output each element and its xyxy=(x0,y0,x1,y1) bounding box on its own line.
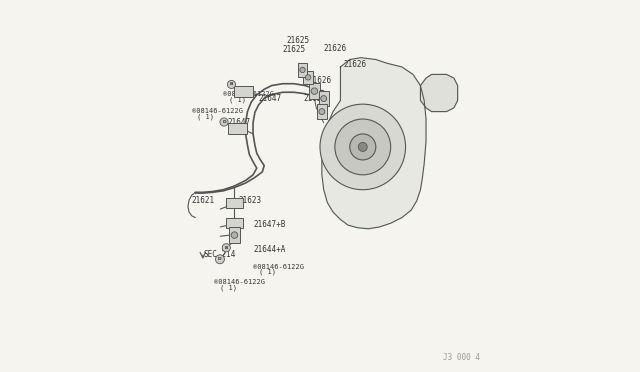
Text: B: B xyxy=(225,246,228,250)
Circle shape xyxy=(227,80,236,89)
Bar xyxy=(303,71,313,84)
Text: ( 1): ( 1) xyxy=(229,96,246,103)
Text: ( 1): ( 1) xyxy=(220,284,237,291)
Text: ®08146-6122G: ®08146-6122G xyxy=(191,109,243,115)
Circle shape xyxy=(335,119,390,175)
Bar xyxy=(228,227,240,243)
Bar xyxy=(317,104,327,119)
Text: 21623: 21623 xyxy=(239,196,262,205)
Text: D: D xyxy=(222,120,226,124)
Circle shape xyxy=(349,134,376,160)
Circle shape xyxy=(300,67,305,73)
Text: B: B xyxy=(230,83,233,86)
Circle shape xyxy=(216,255,225,264)
Text: 21647+B: 21647+B xyxy=(254,220,286,229)
Circle shape xyxy=(220,118,228,126)
Text: D: D xyxy=(218,257,221,261)
Bar xyxy=(319,91,329,106)
Text: ( 1): ( 1) xyxy=(197,114,214,120)
Circle shape xyxy=(321,96,326,102)
Polygon shape xyxy=(322,58,426,229)
Text: ®08146-6122G: ®08146-6122G xyxy=(214,279,265,285)
Circle shape xyxy=(358,142,367,151)
Text: 21621: 21621 xyxy=(191,196,215,205)
Bar xyxy=(228,123,246,134)
Text: ( 1): ( 1) xyxy=(259,269,276,275)
Text: ®08146-6122G: ®08146-6122G xyxy=(223,91,275,97)
Bar xyxy=(308,83,320,99)
Text: 21644+A: 21644+A xyxy=(254,245,286,254)
Bar xyxy=(227,198,243,208)
Bar xyxy=(227,218,243,228)
Bar xyxy=(298,63,307,77)
Text: SEC.214: SEC.214 xyxy=(204,250,236,259)
Text: 21647: 21647 xyxy=(227,118,250,126)
Text: 21647: 21647 xyxy=(259,94,282,103)
Text: 21625: 21625 xyxy=(282,45,305,54)
Text: ®08146-6122G: ®08146-6122G xyxy=(253,264,304,270)
Text: 21625: 21625 xyxy=(286,36,309,45)
Circle shape xyxy=(319,109,325,115)
Polygon shape xyxy=(420,74,458,112)
Circle shape xyxy=(311,88,317,94)
Text: 21626: 21626 xyxy=(303,94,326,103)
Text: 21626: 21626 xyxy=(343,60,366,69)
Circle shape xyxy=(231,232,237,238)
Text: 21626: 21626 xyxy=(324,44,347,53)
Text: J3 000 4: J3 000 4 xyxy=(443,353,480,362)
Circle shape xyxy=(320,104,406,190)
Circle shape xyxy=(222,244,230,252)
Circle shape xyxy=(305,75,311,80)
Text: 21626: 21626 xyxy=(309,76,332,84)
Bar xyxy=(234,86,253,97)
